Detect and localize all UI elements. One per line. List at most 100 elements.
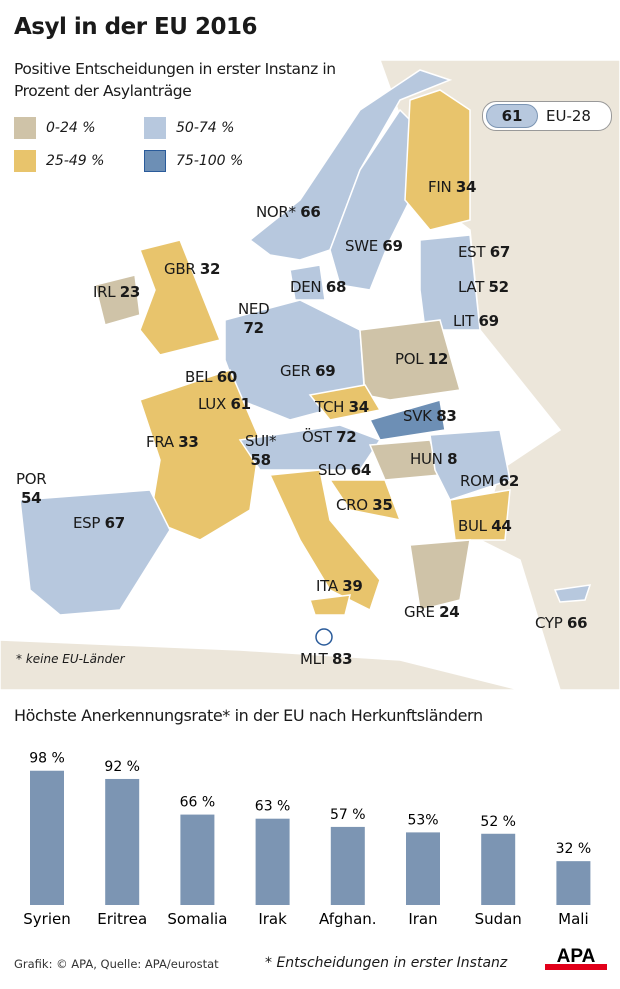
country-value: 39 xyxy=(342,577,363,595)
country-value: 34 xyxy=(348,398,370,416)
legend-item: 0-24 % xyxy=(14,117,96,139)
country-label: GER 69 xyxy=(280,362,336,381)
country-label: ÖST 72 xyxy=(302,428,357,447)
chart-title: Höchste Anerkennungsrate* in der EU nach… xyxy=(14,706,483,725)
country-sui-ost xyxy=(238,424,382,471)
country-value: 32 xyxy=(199,260,221,278)
country-pol xyxy=(359,319,461,401)
legend-label: 50-74 % xyxy=(176,120,235,136)
country-value: 83 xyxy=(436,407,457,425)
bar xyxy=(30,770,64,905)
bar-value-label: 57 % xyxy=(330,807,366,823)
country-code: HUN xyxy=(410,450,443,468)
country-label: CRO 35 xyxy=(336,496,393,515)
malta-marker xyxy=(315,628,333,646)
map-note: * keine EU-Länder xyxy=(16,652,125,666)
legend-swatch xyxy=(144,150,166,172)
country-code: FIN xyxy=(428,178,452,196)
country-label: NED 72 xyxy=(238,300,270,338)
country-gbr xyxy=(139,239,222,356)
country-code: ÖST xyxy=(302,428,332,446)
country-label: LUX 61 xyxy=(198,395,251,414)
country-value: 69 xyxy=(315,362,336,380)
category-label: Sudan xyxy=(475,910,522,928)
legend-label: 0-24 % xyxy=(46,120,96,136)
bar-value-label: 52 % xyxy=(480,814,516,830)
bar-value-label: 98 % xyxy=(29,751,65,767)
country-label: ESP 67 xyxy=(73,514,125,533)
country-value: 44 xyxy=(491,517,512,535)
country-label: DEN 68 xyxy=(290,278,346,297)
legend-swatch xyxy=(144,117,166,139)
country-value: 64 xyxy=(350,461,372,479)
country-code: BUL xyxy=(458,517,487,535)
country-value: 83 xyxy=(331,650,353,668)
country-value: 67 xyxy=(104,514,126,532)
country-code: NED xyxy=(238,300,270,318)
country-baltics xyxy=(419,234,481,331)
eu-average-value: 61 xyxy=(486,104,538,128)
country-label: SLO 64 xyxy=(318,461,371,480)
category-label: Irak xyxy=(258,910,287,928)
bar xyxy=(406,832,440,905)
europe-map xyxy=(0,59,620,690)
country-den xyxy=(289,264,326,301)
country-code: TCH xyxy=(315,398,345,416)
country-value: 69 xyxy=(478,312,500,330)
country-nor xyxy=(248,69,453,261)
country-code: SLO xyxy=(318,461,347,479)
country-code: GRE xyxy=(404,603,435,621)
category-label: Mali xyxy=(558,910,588,928)
country-label: GBR 32 xyxy=(164,260,220,279)
country-value: 23 xyxy=(119,283,141,301)
country-code: NOR* xyxy=(256,203,296,221)
country-fin xyxy=(404,89,471,231)
legend-swatch xyxy=(14,150,36,172)
category-label: Afghan. xyxy=(319,910,377,928)
country-code: SUI* xyxy=(245,432,277,450)
country-code: SWE xyxy=(345,237,378,255)
country-code: POL xyxy=(395,350,424,368)
country-value: 8 xyxy=(447,450,458,468)
country-label: SUI* 58 xyxy=(245,432,277,470)
country-label: SWE 69 xyxy=(345,237,403,256)
country-value: 58 xyxy=(250,451,271,469)
bar-chart: 98 % Syrien 92 % Eritrea 66 % Somalia 63 % Irak… xyxy=(23,751,592,928)
country-value: 61 xyxy=(230,395,251,413)
bar-value-label: 53% xyxy=(407,812,438,828)
country-value: 35 xyxy=(372,496,393,514)
non-eu-land-africa xyxy=(0,639,521,690)
country-code: MLT xyxy=(300,650,328,668)
country-label: IRL 23 xyxy=(93,283,140,302)
country-svk xyxy=(368,399,446,441)
country-label: BUL 44 xyxy=(458,517,512,536)
country-code: LIT xyxy=(453,312,475,330)
country-code: EST xyxy=(458,243,486,261)
country-code: ESP xyxy=(73,514,101,532)
country-value: 72 xyxy=(243,319,265,337)
legend-label: 75-100 % xyxy=(176,153,244,169)
apa-logo: APA xyxy=(545,946,607,970)
credit: Grafik: © APA, Quelle: APA/eurostat xyxy=(14,957,219,971)
country-code: BEL xyxy=(185,368,213,386)
legend-swatch xyxy=(14,117,36,139)
page-title: Asyl in der EU 2016 xyxy=(14,14,257,40)
country-gre xyxy=(409,539,471,611)
country-label: ITA 39 xyxy=(316,577,363,596)
bar-value-label: 32 % xyxy=(556,841,592,857)
country-label: EST 67 xyxy=(458,243,510,262)
country-code: SVK xyxy=(403,407,432,425)
category-label: Syrien xyxy=(23,910,70,928)
country-code: ROM xyxy=(460,472,495,490)
bar xyxy=(255,818,290,905)
bar-value-label: 66 % xyxy=(180,795,216,811)
country-value: 54 xyxy=(21,489,42,507)
country-code: DEN xyxy=(290,278,322,296)
bar-value-label: 63 % xyxy=(255,799,291,815)
country-code: GBR xyxy=(164,260,196,278)
country-label: FRA 33 xyxy=(146,433,199,452)
country-code: POR xyxy=(16,470,47,488)
country-code: IRL xyxy=(93,283,116,301)
category-label: Iran xyxy=(408,910,437,928)
